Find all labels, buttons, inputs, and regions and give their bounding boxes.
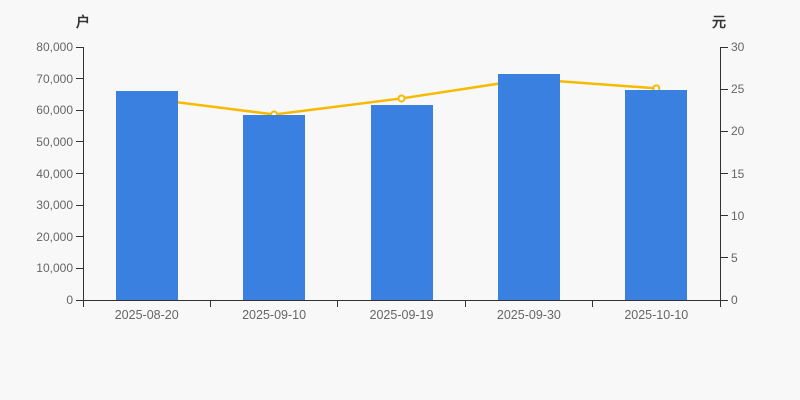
bar-2025-10-10[interactable]: [625, 90, 688, 300]
left-axis-tick: [76, 109, 83, 111]
right-axis-tick: [721, 299, 728, 301]
left-axis-unit-label: 户: [76, 14, 90, 30]
right-axis-tick-label: 0: [731, 293, 738, 307]
x-axis-tick: [592, 301, 594, 307]
x-axis-label-2025-09-19: 2025-09-19: [369, 308, 434, 322]
right-axis-tick: [721, 215, 728, 217]
left-axis-tick-label: 40,000: [36, 166, 73, 181]
bar-2025-08-20[interactable]: [115, 91, 178, 300]
right-axis-tick-label: 15: [731, 166, 745, 181]
left-axis-tick-label: 20,000: [36, 229, 73, 244]
bar-2025-09-30[interactable]: [497, 73, 560, 300]
right-axis-tick: [721, 173, 728, 174]
left-axis-tick-label: 70,000: [36, 71, 73, 86]
right-axis-tick: [721, 46, 728, 48]
left-axis-tick: [76, 267, 83, 269]
left-axis-tick-label: 50,000: [36, 134, 73, 149]
left-axis-tick-label: 0: [66, 293, 73, 307]
x-axis-tick: [209, 301, 211, 307]
right-axis-tick-label: 5: [731, 250, 738, 265]
x-axis-tick: [464, 301, 466, 307]
x-axis-tick: [719, 301, 721, 307]
left-axis-tick: [76, 299, 83, 301]
left-axis-tick-label: 10,000: [36, 261, 73, 276]
right-axis-unit-label: 元: [712, 14, 726, 30]
right-axis-tick-label: 30: [731, 40, 745, 54]
left-axis-line: [83, 47, 84, 300]
x-axis-tick: [82, 301, 84, 307]
x-axis-tick: [337, 301, 339, 307]
line-point-marker[interactable]: [397, 94, 406, 103]
x-axis-label-2025-09-10: 2025-09-10: [242, 308, 307, 322]
left-axis-tick: [76, 204, 83, 206]
right-axis-tick: [721, 130, 728, 132]
right-axis-tick-label: 10: [731, 208, 745, 223]
right-axis-tick: [721, 257, 728, 259]
bar-2025-09-10[interactable]: [243, 114, 306, 300]
right-axis-tick: [721, 88, 728, 90]
x-axis-label-2025-09-30: 2025-09-30: [496, 308, 561, 322]
x-axis-label-2025-08-20: 2025-08-20: [114, 308, 179, 322]
left-axis-tick: [76, 78, 83, 80]
right-axis-line: [720, 47, 721, 300]
left-axis-tick: [76, 173, 83, 174]
left-axis-tick-label: 30,000: [36, 198, 73, 213]
left-axis-tick-label: 80,000: [36, 40, 73, 54]
left-axis-tick: [76, 141, 83, 143]
left-axis-tick: [76, 236, 83, 238]
x-axis-label-2025-10-10: 2025-10-10: [624, 308, 689, 322]
left-axis-tick: [76, 46, 83, 48]
right-axis-tick-label: 25: [731, 82, 745, 97]
right-axis-tick-label: 20: [731, 124, 745, 139]
bar-2025-09-19[interactable]: [370, 105, 433, 300]
x-axis-line: [83, 300, 721, 301]
left-axis-tick-label: 60,000: [36, 103, 73, 118]
